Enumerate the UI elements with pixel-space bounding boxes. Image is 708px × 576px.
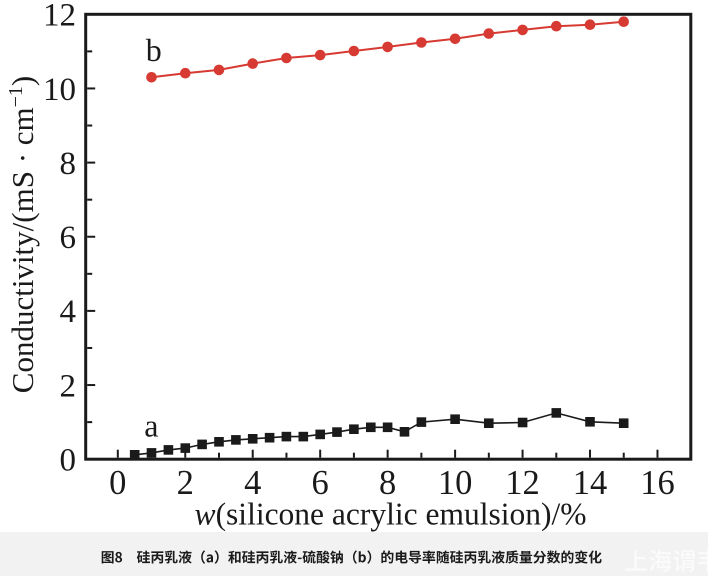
svg-text:4: 4 [60,294,77,330]
svg-text:10: 10 [438,464,473,502]
svg-text:14: 14 [573,464,608,502]
svg-text:4: 4 [244,464,261,502]
svg-text:12: 12 [505,464,540,502]
svg-text:8: 8 [60,146,77,182]
svg-text:6: 6 [60,220,77,256]
svg-text:16: 16 [640,464,675,502]
svg-text:2: 2 [177,464,194,502]
svg-text:12: 12 [43,0,76,34]
svg-text:b: b [146,32,162,68]
svg-text:8: 8 [379,464,396,502]
svg-text:6: 6 [312,464,329,502]
svg-text:0: 0 [60,443,77,479]
svg-text:10: 10 [43,72,76,108]
svg-text:Conductivity/(mS · cm−1): Conductivity/(mS · cm−1) [5,76,40,393]
svg-text:2: 2 [60,368,77,404]
svg-text:w(silicone acrylic emulsion)/%: w(silicone acrylic emulsion)/% [195,497,587,532]
svg-text:0: 0 [109,464,126,502]
svg-text:a: a [144,408,158,444]
